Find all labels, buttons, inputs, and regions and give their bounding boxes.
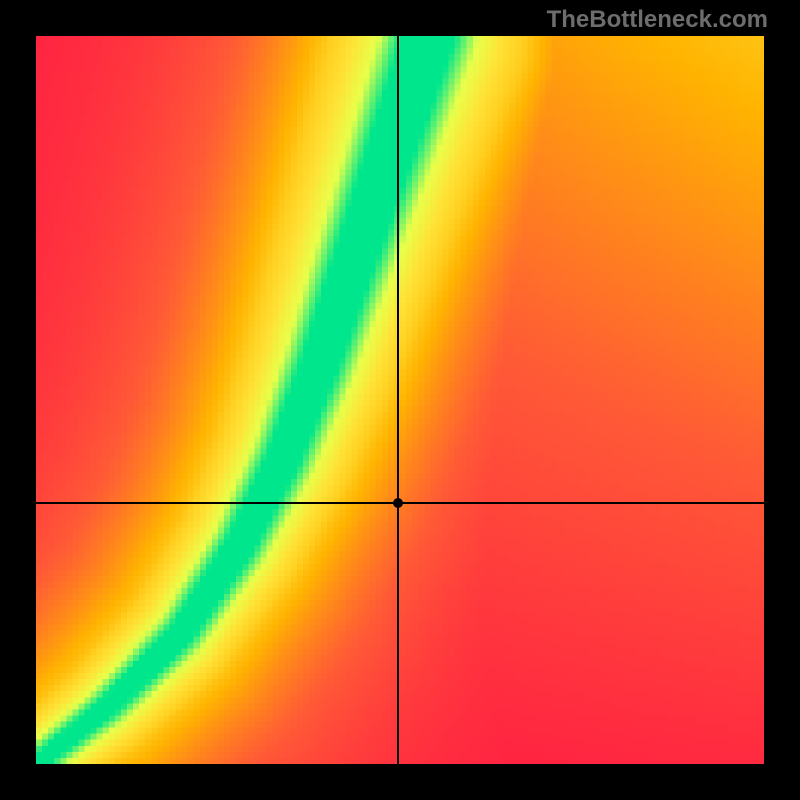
watermark-text: TheBottleneck.com (547, 6, 768, 34)
crosshair-vertical-line (397, 36, 399, 764)
bottleneck-heatmap (36, 36, 764, 764)
